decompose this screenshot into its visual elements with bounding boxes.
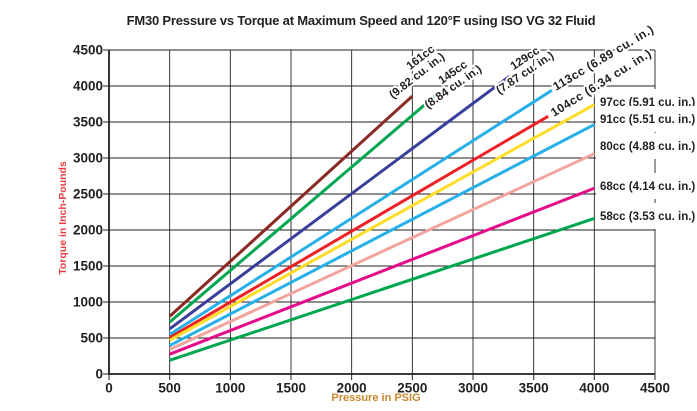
y-tick-label: 2000 bbox=[73, 223, 103, 238]
series-line-68cc bbox=[169, 186, 595, 356]
x-tick-label: 4000 bbox=[579, 381, 609, 396]
y-axis-title: Torque in Inch-Pounds bbox=[57, 161, 69, 275]
series-label-bg bbox=[596, 133, 697, 159]
y-tick-label: 2500 bbox=[73, 187, 103, 202]
series-line-129cc bbox=[168, 75, 511, 331]
series-line-91cc bbox=[168, 123, 596, 347]
x-tick-label: 0 bbox=[105, 381, 113, 396]
series-label-bg bbox=[596, 106, 697, 132]
series-label-80cc: 80cc (4.88 cu. in.) bbox=[600, 141, 695, 153]
series-label-91cc: 91cc (5.51 cu. in.) bbox=[600, 114, 695, 126]
series-label-129cc: 129cc(7.87 cu. in.) bbox=[492, 43, 558, 99]
y-tick-label: 0 bbox=[95, 367, 103, 382]
y-tick-label: 3000 bbox=[73, 151, 103, 166]
x-tick-label: 1500 bbox=[276, 381, 306, 396]
y-tick-label: 1000 bbox=[73, 295, 103, 310]
series-line-58cc bbox=[169, 217, 595, 362]
series-line-97cc bbox=[168, 103, 596, 342]
axes bbox=[108, 50, 655, 375]
x-tick-label: 2000 bbox=[337, 381, 367, 396]
x-tick-label: 3000 bbox=[458, 381, 488, 396]
series-label-58cc: 58cc (3.53 cu. in.) bbox=[600, 211, 695, 223]
series-line-104cc bbox=[168, 114, 549, 339]
series-line-80cc bbox=[169, 152, 595, 351]
series-line-113cc bbox=[168, 89, 553, 336]
series-line-145cc bbox=[168, 93, 438, 324]
x-tick-label: 4500 bbox=[640, 381, 670, 396]
x-tick-label: 2500 bbox=[397, 381, 427, 396]
x-axis-title: Pressure in PSIG bbox=[331, 392, 421, 404]
x-tick-label: 3500 bbox=[519, 381, 549, 396]
y-tick-label: 4000 bbox=[73, 79, 103, 94]
series-line-161cc bbox=[168, 94, 414, 318]
x-tick-label: 500 bbox=[158, 381, 181, 396]
series-label-68cc: 68cc (4.14 cu. in.) bbox=[600, 181, 695, 193]
chart-title: FM30 Pressure vs Torque at Maximum Speed… bbox=[126, 13, 596, 28]
y-tick-label: 500 bbox=[80, 331, 103, 346]
series-label-bg bbox=[596, 203, 697, 229]
x-tick-label: 1000 bbox=[215, 381, 245, 396]
y-tick-label: 1500 bbox=[73, 259, 103, 274]
series-label-bg bbox=[596, 173, 697, 199]
y-tick-label: 3500 bbox=[73, 115, 103, 130]
y-tick-label: 4500 bbox=[73, 43, 103, 58]
